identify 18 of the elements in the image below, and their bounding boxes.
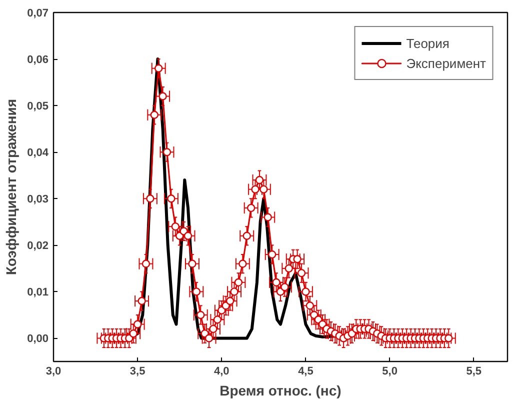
legend-label: Эксперимент (406, 56, 486, 70)
y-tick-label: 0,04 (27, 147, 50, 160)
y-tick-label: 0,00 (27, 333, 49, 346)
y-axis-title: Коэффициент отражения (3, 98, 20, 276)
legend-label: Теория (406, 36, 450, 50)
x-tick-label: 5,0 (382, 366, 398, 378)
x-tick-label: 5,5 (466, 366, 482, 378)
y-tick-label: 0,05 (27, 100, 49, 113)
y-tick-label: 0,06 (27, 54, 49, 66)
y-tick-label: 0,03 (27, 194, 49, 206)
x-tick-label: 4,5 (298, 366, 314, 378)
x-tick-label: 4,0 (214, 366, 230, 378)
x-axis-title: Время относ. (нс) (220, 382, 342, 398)
x-tick-label: 3,5 (130, 366, 146, 378)
x-tick-label: 3,0 (46, 366, 62, 378)
y-tick-label: 0,01 (27, 286, 49, 299)
y-tick-label: 0,07 (27, 8, 49, 20)
y-tick-label: 0,02 (27, 240, 49, 252)
